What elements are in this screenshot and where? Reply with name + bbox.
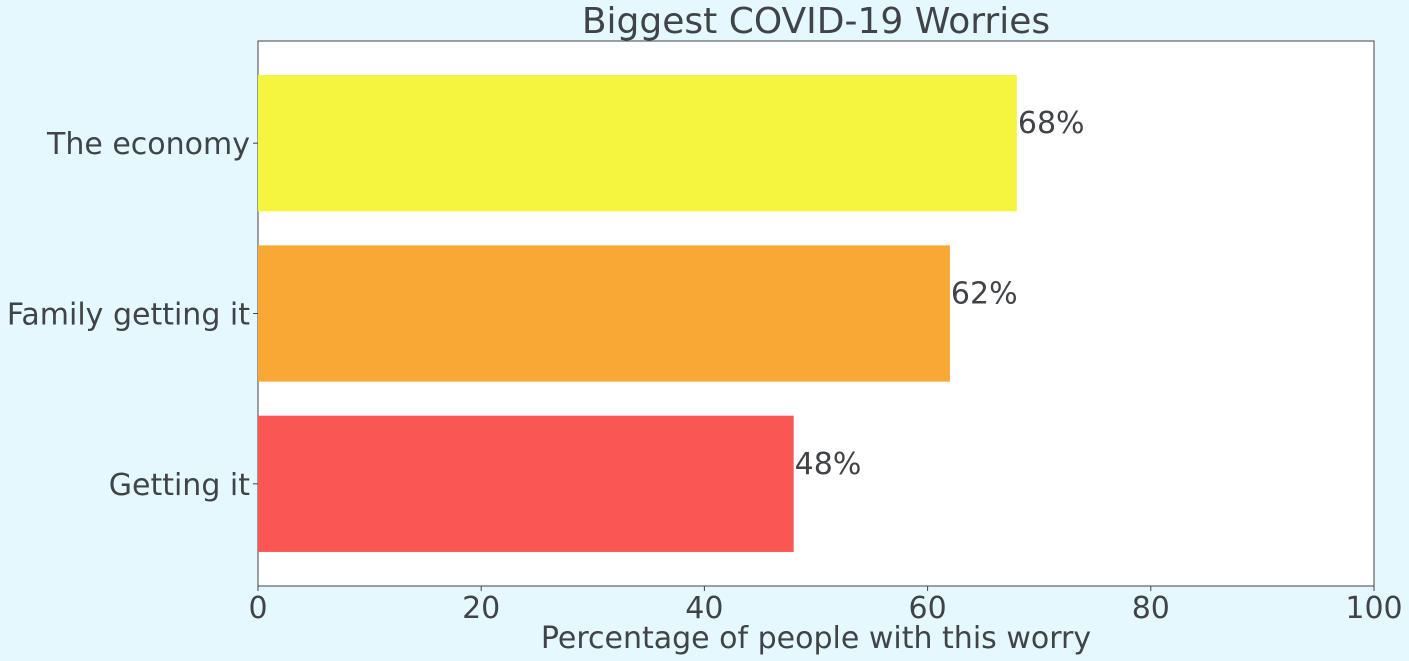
bar-the-economy bbox=[258, 75, 1017, 212]
value-label: 48% bbox=[795, 447, 862, 482]
x-tick-label: 60 bbox=[909, 591, 947, 626]
x-tick-label: 20 bbox=[462, 591, 500, 626]
x-tick-label: 40 bbox=[685, 591, 723, 626]
chart-title: Biggest COVID-19 Worries bbox=[582, 1, 1050, 42]
x-tick-label: 0 bbox=[248, 591, 267, 626]
x-tick-label: 100 bbox=[1345, 591, 1402, 626]
value-label: 62% bbox=[951, 277, 1018, 312]
y-tick-label: Family getting it bbox=[7, 298, 250, 333]
bar-getting-it bbox=[258, 415, 794, 552]
bar-family-getting-it bbox=[258, 245, 950, 382]
x-tick-label: 80 bbox=[1132, 591, 1170, 626]
value-label: 68% bbox=[1018, 106, 1085, 141]
y-tick-label: The economy bbox=[46, 127, 250, 162]
x-axis-label: Percentage of people with this worry bbox=[541, 621, 1091, 656]
y-tick-label: Getting it bbox=[109, 468, 250, 503]
